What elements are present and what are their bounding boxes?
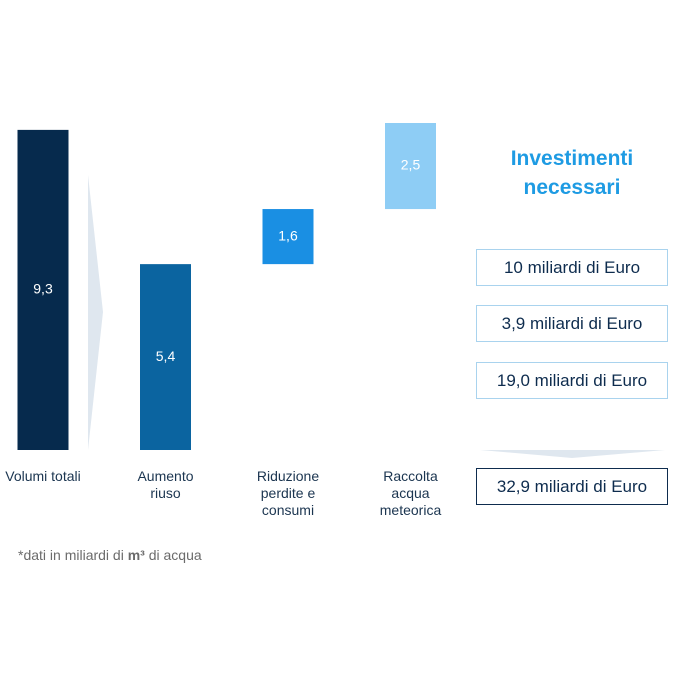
bar <box>385 123 436 210</box>
category-label: Aumento riuso <box>137 468 194 501</box>
bar <box>140 264 191 450</box>
panel-title: Investimenti necessari <box>510 147 634 199</box>
footnote-text: di acqua <box>144 547 202 563</box>
category-label: Raccolta acqua meteorica <box>379 468 442 518</box>
investment-box: 3,9 miliardi di Euro <box>476 305 668 342</box>
investment-total: 32,9 miliardi di Euro <box>476 468 668 505</box>
investment-box: 10 miliardi di Euro <box>476 249 668 286</box>
category-label: Riduzione perdite e consumi <box>256 468 320 518</box>
investment-box: 19,0 miliardi di Euro <box>476 362 668 399</box>
bar <box>262 209 314 265</box>
arrow-down <box>480 450 665 458</box>
value-label: 5,4 <box>156 348 176 364</box>
value-label: 9,3 <box>33 281 53 297</box>
bar <box>17 129 69 450</box>
category-label: Volumi totali <box>5 468 81 484</box>
value-label: 1,6 <box>278 227 298 243</box>
footnote-unit: m³ <box>127 547 145 563</box>
footnote-text: *dati in miliardi di <box>18 547 128 563</box>
arrow-right <box>88 175 103 450</box>
footnote: *dati in miliardi di m³ di acqua <box>18 547 202 563</box>
value-label: 2,5 <box>401 157 421 173</box>
